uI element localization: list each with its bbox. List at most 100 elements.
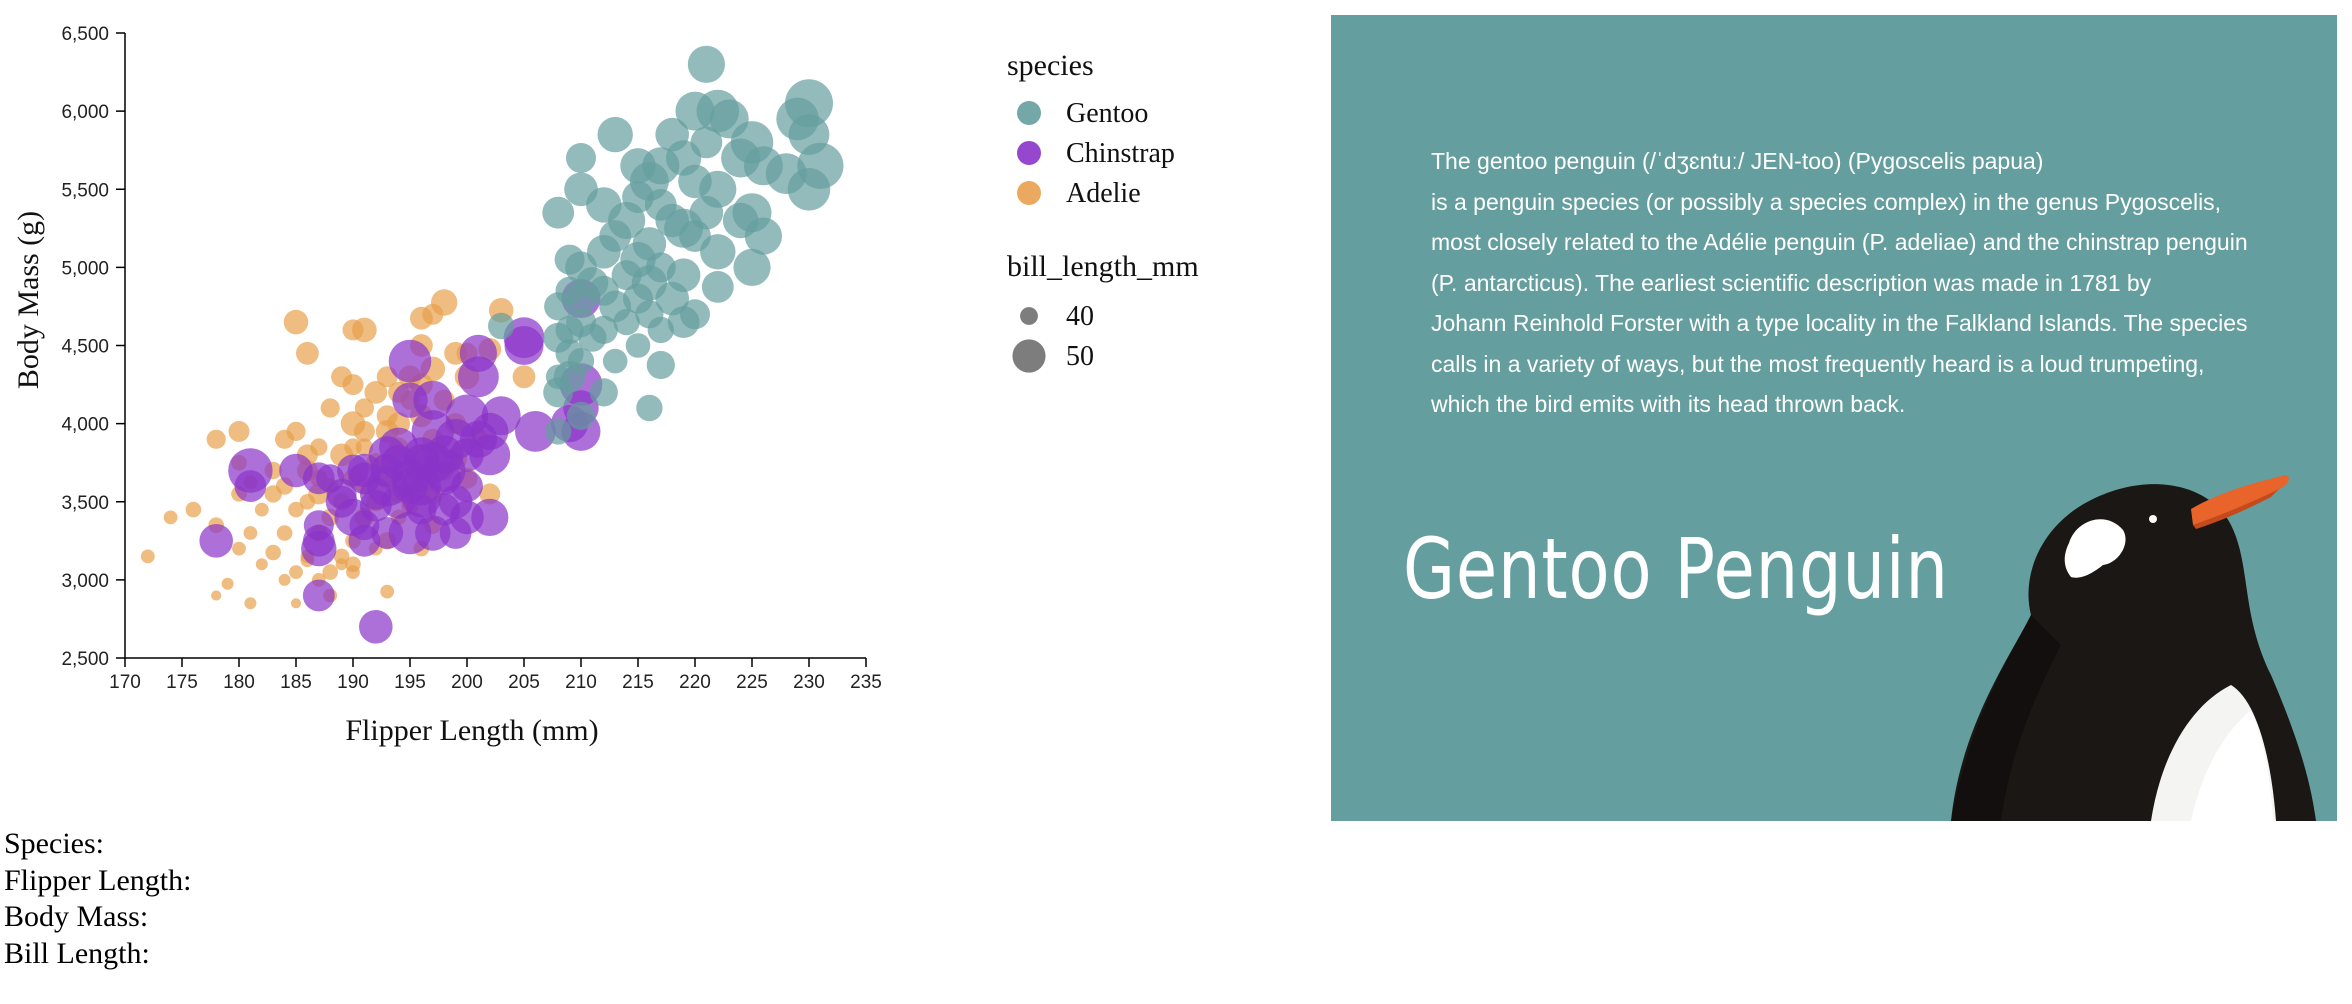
data-point-gentoo[interactable] (667, 306, 700, 338)
data-point-adelie[interactable] (206, 429, 226, 449)
data-point-adelie[interactable] (264, 485, 282, 503)
data-point-chinstrap[interactable] (392, 468, 428, 504)
data-point-adelie[interactable] (335, 558, 348, 571)
scatter-chart: 170 175 180 185 190 195 200 205 210 215 220 225 230 2… (12, 24, 1199, 747)
species-title: Gentoo Penguin (1403, 520, 1949, 618)
data-point-chinstrap[interactable] (459, 420, 497, 458)
data-point-gentoo[interactable] (553, 360, 586, 393)
data-point-chinstrap[interactable] (515, 411, 556, 452)
data-point-gentoo[interactable] (488, 312, 515, 340)
data-point-gentoo[interactable] (566, 401, 596, 430)
legend-label-chinstrap: Chinstrap (1066, 138, 1175, 169)
data-point-adelie[interactable] (345, 556, 361, 573)
data-point-adelie[interactable] (342, 374, 364, 396)
data-point-gentoo[interactable] (566, 143, 596, 173)
data-point-adelie[interactable] (278, 573, 291, 586)
data-point-adelie[interactable] (352, 317, 377, 343)
data-point-adelie[interactable] (353, 420, 375, 442)
data-point-adelie[interactable] (354, 398, 374, 418)
data-point-chinstrap[interactable] (325, 485, 358, 518)
data-point-adelie[interactable] (289, 565, 303, 579)
data-point-gentoo[interactable] (787, 168, 831, 211)
legend-size-label: 40 (1066, 301, 1094, 332)
data-point-adelie[interactable] (254, 502, 269, 517)
y-tick-label: 5,500 (61, 180, 109, 201)
data-point-adelie[interactable] (265, 544, 282, 561)
data-point-adelie[interactable] (275, 429, 295, 449)
data-point-chinstrap[interactable] (403, 437, 440, 473)
data-point-gentoo[interactable] (701, 271, 734, 303)
data-point-chinstrap[interactable] (438, 485, 473, 519)
data-point-gentoo[interactable] (733, 248, 771, 286)
data-point-chinstrap[interactable] (302, 579, 335, 612)
legend-label-adelie: Adelie (1066, 178, 1141, 209)
data-point-adelie[interactable] (228, 420, 250, 442)
data-point-chinstrap[interactable] (348, 524, 381, 557)
data-point-gentoo[interactable] (589, 378, 618, 407)
data-point-adelie[interactable] (211, 590, 222, 601)
data-point-adelie[interactable] (288, 501, 304, 518)
data-point-gentoo[interactable] (625, 333, 651, 358)
data-point-chinstrap[interactable] (234, 470, 267, 502)
data-point-gentoo[interactable] (744, 217, 783, 255)
data-point-adelie[interactable] (244, 597, 257, 610)
data-point-adelie[interactable] (232, 541, 246, 556)
data-point-gentoo[interactable] (565, 282, 597, 315)
data-point-gentoo[interactable] (602, 348, 628, 374)
data-point-chinstrap[interactable] (392, 382, 428, 418)
data-point-adelie[interactable] (255, 558, 268, 571)
data-point-chinstrap[interactable] (359, 489, 392, 522)
data-point-adelie[interactable] (431, 289, 458, 316)
data-point-adelie[interactable] (140, 549, 155, 564)
legend: species Gentoo Chinstrap Adelie bill_lengt… (1007, 49, 1199, 373)
data-point-chinstrap[interactable] (347, 453, 382, 488)
data-point-chinstrap[interactable] (199, 524, 233, 558)
data-point-adelie[interactable] (380, 584, 395, 599)
detail-body-mass: Body Mass: (4, 900, 149, 933)
data-point-chinstrap[interactable] (439, 517, 472, 549)
data-point-chinstrap[interactable] (302, 462, 335, 495)
data-point-adelie[interactable] (322, 564, 339, 580)
x-tick-label: 235 (850, 672, 882, 693)
data-point-gentoo[interactable] (636, 394, 663, 422)
data-point-adelie[interactable] (364, 381, 388, 404)
data-point-gentoo[interactable] (542, 196, 575, 229)
legend-swatch-chinstrap (1017, 141, 1041, 165)
data-point-gentoo[interactable] (545, 418, 572, 445)
data-point-gentoo[interactable] (613, 308, 640, 336)
x-tick-label: 225 (736, 672, 768, 693)
y-tick-label: 3,000 (61, 571, 109, 592)
data-point-gentoo[interactable] (646, 350, 675, 380)
data-point-gentoo[interactable] (700, 234, 736, 270)
data-point-gentoo[interactable] (587, 235, 621, 269)
data-point-gentoo[interactable] (647, 316, 674, 344)
data-point-adelie[interactable] (243, 526, 258, 540)
gentoo-penguin-image (1951, 475, 2316, 821)
data-point-adelie[interactable] (512, 365, 536, 389)
data-point-adelie[interactable] (276, 525, 293, 541)
data-point-adelie[interactable] (320, 398, 340, 418)
data-point-gentoo[interactable] (687, 45, 726, 83)
description-line: calls in a variety of ways, but the most… (1431, 350, 2205, 377)
y-tick-label: 6,000 (61, 102, 109, 123)
data-point-chinstrap[interactable] (301, 530, 337, 567)
data-point-gentoo[interactable] (544, 292, 573, 321)
data-point-adelie[interactable] (163, 510, 178, 525)
data-point-gentoo[interactable] (578, 323, 607, 352)
data-point-adelie[interactable] (283, 309, 309, 335)
y-tick-label: 4,000 (61, 415, 109, 436)
data-point-chinstrap[interactable] (359, 610, 393, 644)
x-tick-label: 185 (280, 672, 312, 693)
data-point-gentoo[interactable] (597, 116, 633, 153)
data-point-adelie[interactable] (355, 438, 374, 456)
data-point-adelie[interactable] (290, 598, 302, 609)
data-point-chinstrap[interactable] (504, 326, 544, 365)
data-point-adelie[interactable] (221, 577, 234, 590)
data-point-adelie[interactable] (479, 483, 501, 505)
data-point-adelie[interactable] (185, 501, 202, 518)
y-tick-label: 4,500 (61, 337, 109, 358)
data-point-adelie[interactable] (296, 341, 319, 365)
detail-species: Species: (4, 827, 104, 860)
data-point-chinstrap[interactable] (388, 339, 432, 383)
data-point-chinstrap[interactable] (458, 356, 499, 398)
